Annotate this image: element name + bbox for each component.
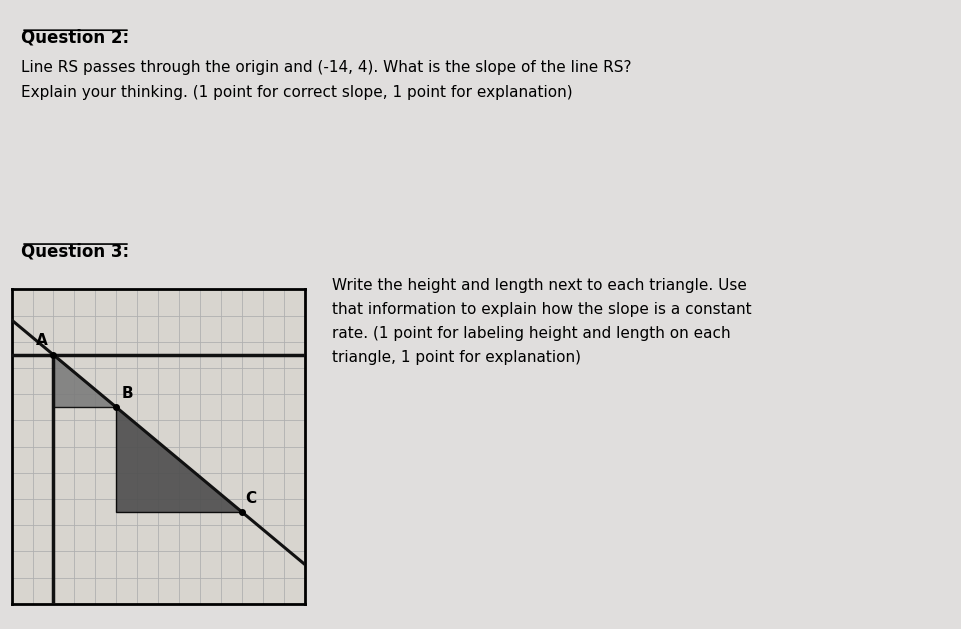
Text: B: B xyxy=(121,386,133,401)
Text: Explain your thinking. (1 point for correct slope, 1 point for explanation): Explain your thinking. (1 point for corr… xyxy=(21,85,572,100)
Text: triangle, 1 point for explanation): triangle, 1 point for explanation) xyxy=(332,350,580,365)
Text: Question 2:: Question 2: xyxy=(21,28,129,47)
Text: Write the height and length next to each triangle. Use: Write the height and length next to each… xyxy=(332,278,746,293)
Text: Question 3:: Question 3: xyxy=(21,242,129,260)
Polygon shape xyxy=(116,408,242,512)
Polygon shape xyxy=(54,355,116,408)
Text: C: C xyxy=(245,491,256,506)
Text: A: A xyxy=(36,333,48,348)
Text: Line RS passes through the origin and (-14, 4). What is the slope of the line RS: Line RS passes through the origin and (-… xyxy=(21,60,631,75)
Text: that information to explain how the slope is a constant: that information to explain how the slop… xyxy=(332,302,751,317)
Text: rate. (1 point for labeling height and length on each: rate. (1 point for labeling height and l… xyxy=(332,326,729,341)
